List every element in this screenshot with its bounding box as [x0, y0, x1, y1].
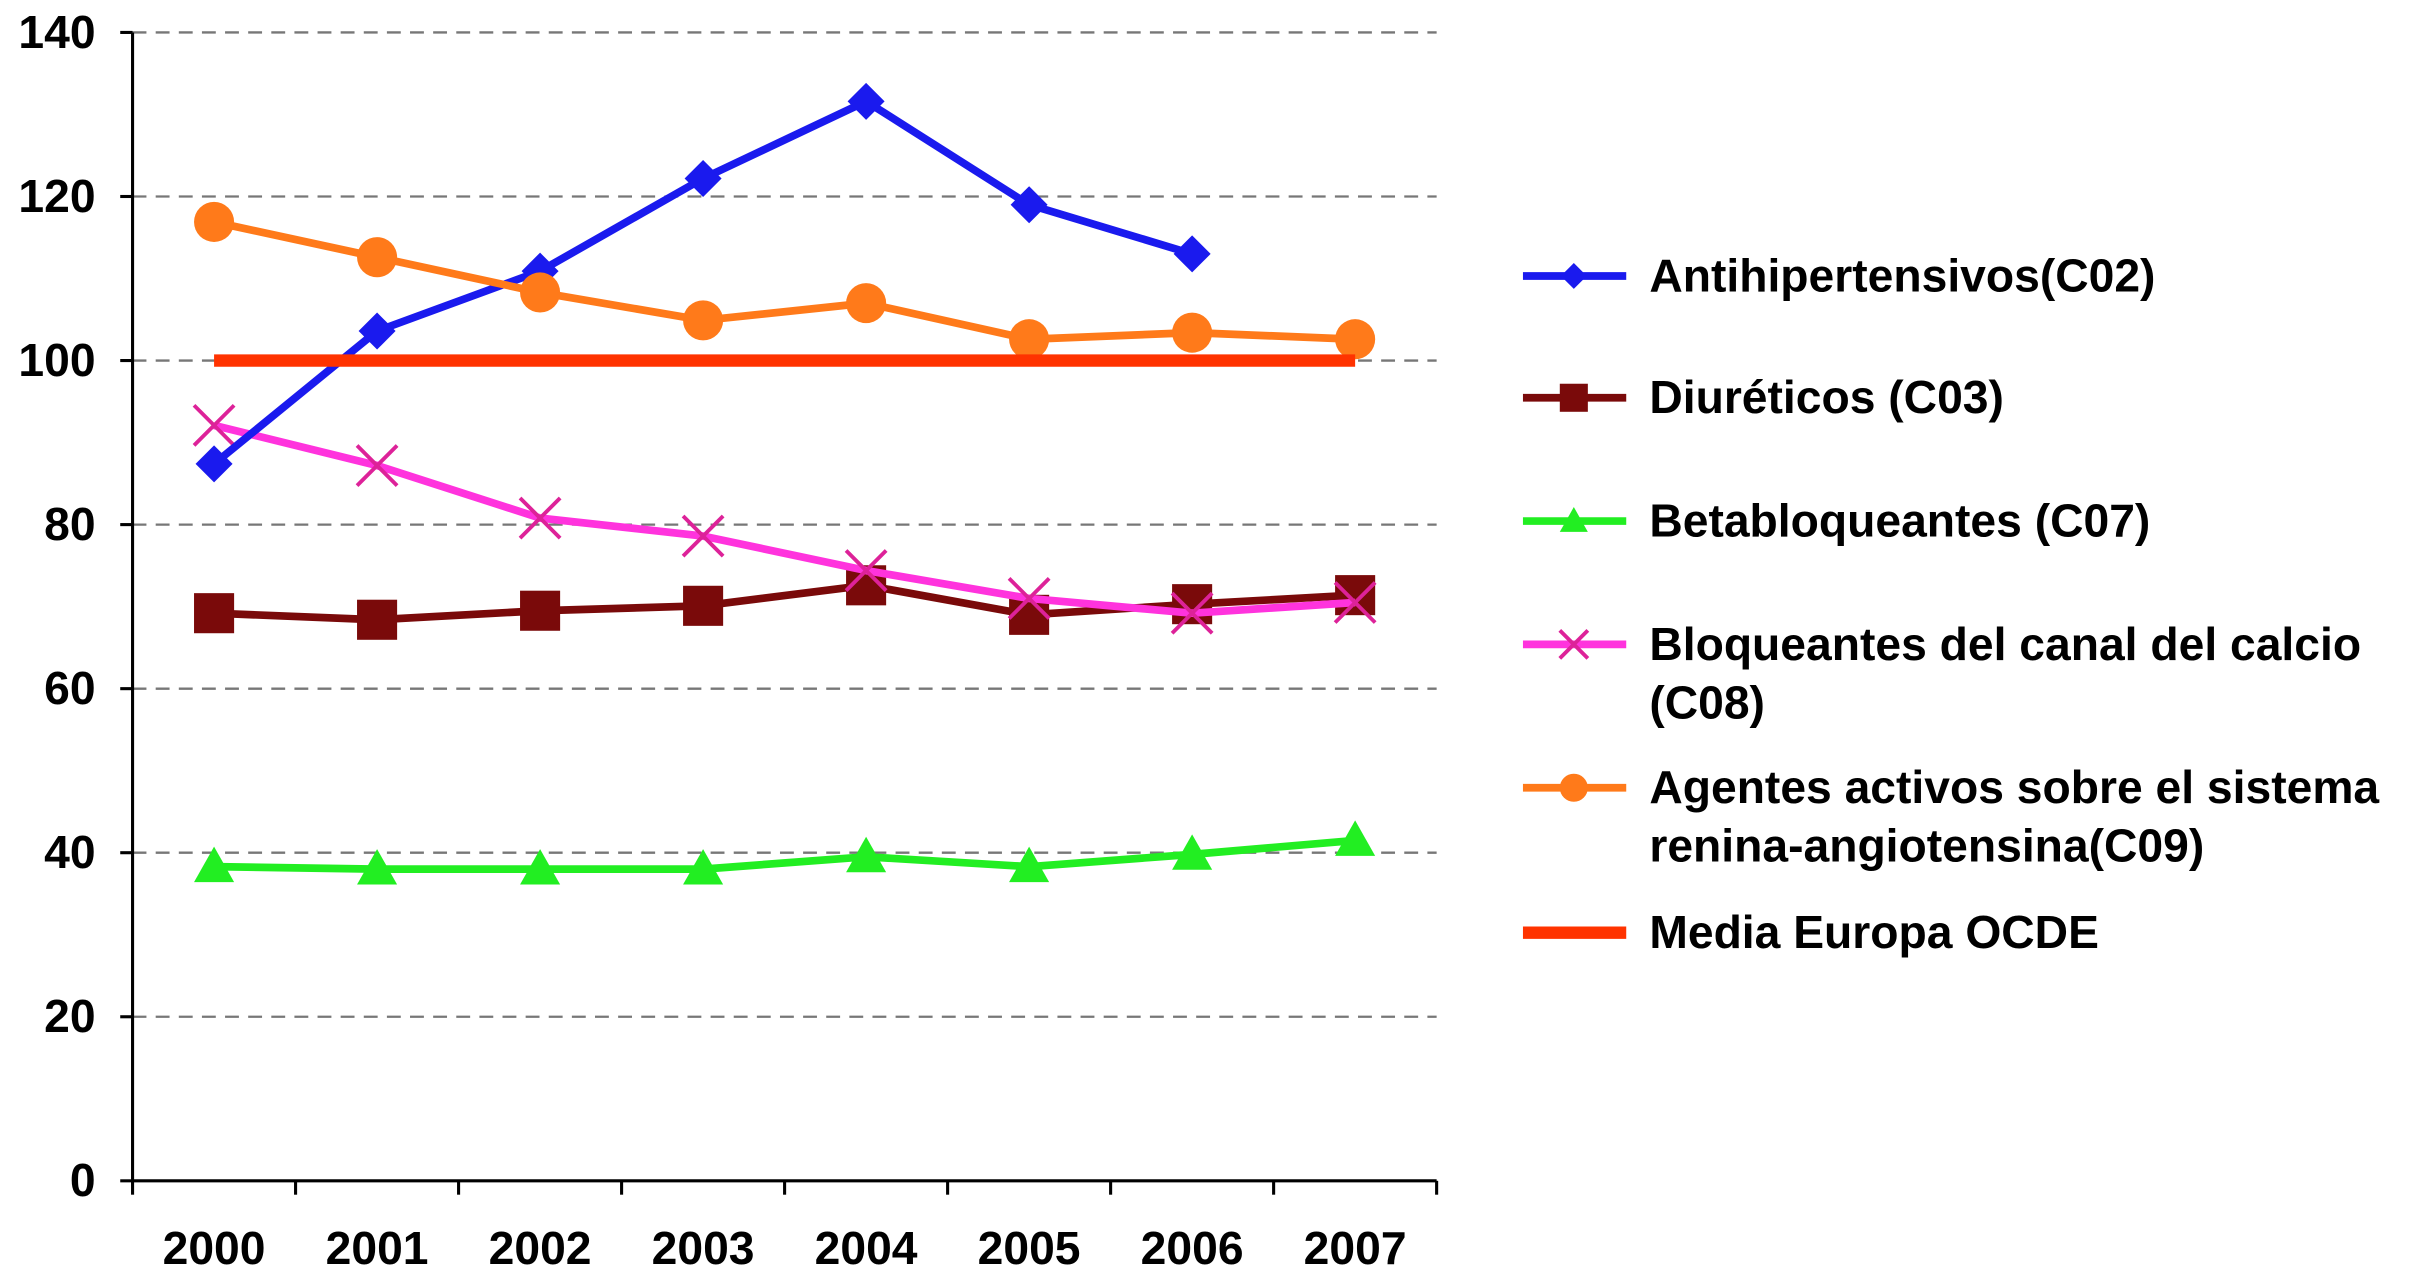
triangle-marker: [194, 846, 235, 883]
diamond-marker: [847, 82, 885, 120]
legend-item: Diuréticos (C03): [1522, 371, 2004, 423]
series-0: [195, 82, 1211, 483]
y-tick-label: 100: [18, 334, 95, 386]
triangle-marker: [846, 836, 887, 873]
circle-marker: [520, 272, 561, 313]
x-marker: [1333, 581, 1377, 624]
triangle-marker: [1172, 834, 1213, 870]
x-marker: [1558, 629, 1590, 660]
series-4: [194, 201, 1376, 360]
circle-marker: [1009, 319, 1050, 360]
square-marker: [683, 585, 724, 626]
legend-item: Agentes activos sobre el sistema renina-a…: [1522, 761, 2379, 872]
circle-marker: [846, 283, 887, 324]
triangle-marker: [683, 849, 724, 885]
x-tick-label: 2007: [1304, 1222, 1407, 1274]
circle-marker: [1559, 773, 1588, 802]
series-line: [213, 218, 1356, 344]
x-marker: [844, 549, 888, 592]
x-tick-label: 2005: [978, 1222, 1081, 1274]
legend-item: Betabloqueantes (C07): [1522, 494, 2150, 546]
circle-marker: [683, 300, 724, 341]
y-tick-label: 80: [44, 498, 95, 550]
square-marker: [357, 599, 398, 640]
y-tick-label: 20: [44, 990, 95, 1042]
legend-label: (C08): [1649, 676, 1765, 728]
diamond-marker: [1010, 186, 1048, 224]
legend: Antihipertensivos(C02) Diuréticos (C03) Be…: [1522, 249, 2379, 958]
series-line: [213, 421, 1356, 618]
series-2: [194, 820, 1376, 885]
series-1: [194, 565, 1376, 640]
legend-label: Antihipertensivos(C02): [1649, 249, 2155, 301]
triangle-marker: [1335, 820, 1376, 856]
axes: 0 20 40 60 80 100 120 140 2000 2001 2002 2003 2004 20…: [18, 6, 1439, 1274]
square-marker: [1335, 575, 1376, 616]
legend-label: Bloqueantes del canal del calcio: [1649, 618, 2361, 670]
triangle-marker: [357, 849, 398, 885]
series-line: [211, 97, 1194, 467]
square-marker: [1172, 584, 1213, 625]
triangle-marker: [520, 849, 561, 885]
y-tick-label: 120: [18, 170, 95, 222]
legend-label: renina-angiotensina(C09): [1649, 820, 2204, 872]
x-marker: [192, 403, 236, 447]
x-marker: [355, 444, 399, 487]
y-tick-label: 140: [18, 6, 95, 58]
x-marker: [1170, 591, 1214, 635]
legend-item: Media Europa OCDE: [1522, 906, 2099, 958]
series-line: [213, 581, 1356, 624]
x-marker: [518, 496, 562, 540]
x-tick-label: 2000: [163, 1222, 266, 1274]
triangle-marker: [1559, 507, 1588, 532]
y-tick-label: 60: [44, 662, 95, 714]
square-marker: [520, 590, 561, 631]
y-tick-label: 40: [44, 826, 95, 878]
circle-marker: [194, 201, 235, 242]
x-tick-label: 2002: [489, 1222, 592, 1274]
circle-marker: [1172, 312, 1213, 353]
y-tick-label: 0: [70, 1154, 96, 1206]
series-line: [214, 836, 1356, 873]
series-layer: [192, 82, 1377, 885]
legend-item: Bloqueantes del canal del calcio (C08): [1522, 618, 2361, 728]
series-3: [192, 403, 1377, 635]
circle-marker: [357, 237, 398, 278]
circle-marker: [1335, 319, 1376, 360]
legend-label: Betabloqueantes (C07): [1649, 494, 2150, 546]
legend-label: Diuréticos (C03): [1649, 371, 2004, 423]
triangle-marker: [1009, 846, 1050, 883]
legend-item: Antihipertensivos(C02): [1522, 249, 2155, 301]
square-marker: [1559, 383, 1588, 412]
x-tick-label: 2003: [652, 1222, 755, 1274]
diamond-marker: [195, 445, 233, 483]
diamond-marker: [1173, 235, 1211, 273]
diamond-marker: [684, 159, 722, 197]
x-tick-label: 2004: [815, 1222, 918, 1274]
x-marker: [1007, 577, 1051, 620]
square-marker: [194, 593, 235, 634]
legend-label: Media Europa OCDE: [1649, 906, 2099, 958]
x-marker: [681, 514, 725, 558]
legend-label: Agentes activos sobre el sistema: [1649, 761, 2379, 813]
x-tick-label: 2001: [326, 1222, 429, 1274]
x-tick-label: 2006: [1141, 1222, 1244, 1274]
diamond-marker: [1560, 263, 1587, 289]
